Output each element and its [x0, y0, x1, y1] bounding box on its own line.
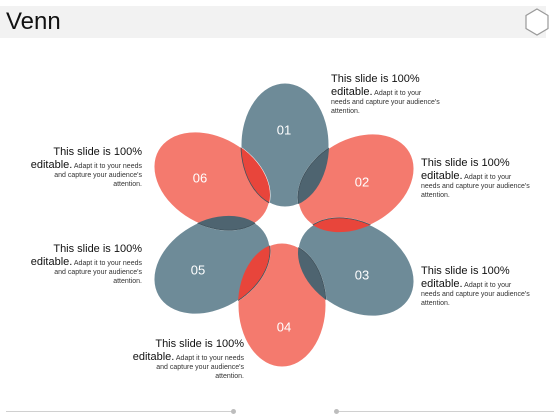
caption-body: Adapt it to your needs and capture your … [421, 282, 530, 307]
caption-body: Adapt it to your needs and capture your … [421, 174, 530, 199]
caption-body: Adapt it to your needs and capture your … [54, 260, 142, 285]
title-bar [0, 6, 546, 38]
caption-01: This slide is 100% editable. Adapt it to… [331, 73, 441, 116]
petal-label-01: 01 [277, 122, 291, 137]
caption-04: This slide is 100% editable. Adapt it to… [132, 338, 244, 381]
page-title: Venn [6, 8, 61, 35]
caption-lead: This slide is 100% editable. [30, 243, 142, 268]
footer-dot-left [231, 409, 236, 414]
caption-lead: This slide is 100% editable. [132, 338, 244, 363]
caption-02: This slide is 100% editable. Adapt it to… [421, 157, 531, 200]
caption-lead: This slide is 100% editable. [421, 157, 510, 182]
caption-05: This slide is 100% editable. Adapt it to… [30, 243, 142, 286]
caption-lead: This slide is 100% editable. [30, 146, 142, 171]
caption-03: This slide is 100% editable. Adapt it to… [421, 265, 531, 308]
footer-line-left [6, 411, 234, 412]
petal-label-03: 03 [355, 267, 369, 282]
petal-label-04: 04 [277, 319, 291, 334]
footer-dot-right [334, 409, 339, 414]
caption-body: Adapt it to your needs and capture your … [331, 90, 440, 115]
petal-label-05: 05 [191, 262, 205, 277]
footer-line-right [338, 411, 554, 412]
petal-label-06: 06 [193, 170, 207, 185]
caption-body: Adapt it to your needs and capture your … [54, 163, 142, 188]
caption-body: Adapt it to your needs and capture your … [156, 355, 244, 380]
caption-lead: This slide is 100% editable. [331, 73, 420, 98]
caption-lead: This slide is 100% editable. [421, 265, 510, 290]
hexagon-icon [525, 8, 549, 36]
caption-06: This slide is 100% editable. Adapt it to… [30, 146, 142, 189]
petal-label-02: 02 [355, 174, 369, 189]
